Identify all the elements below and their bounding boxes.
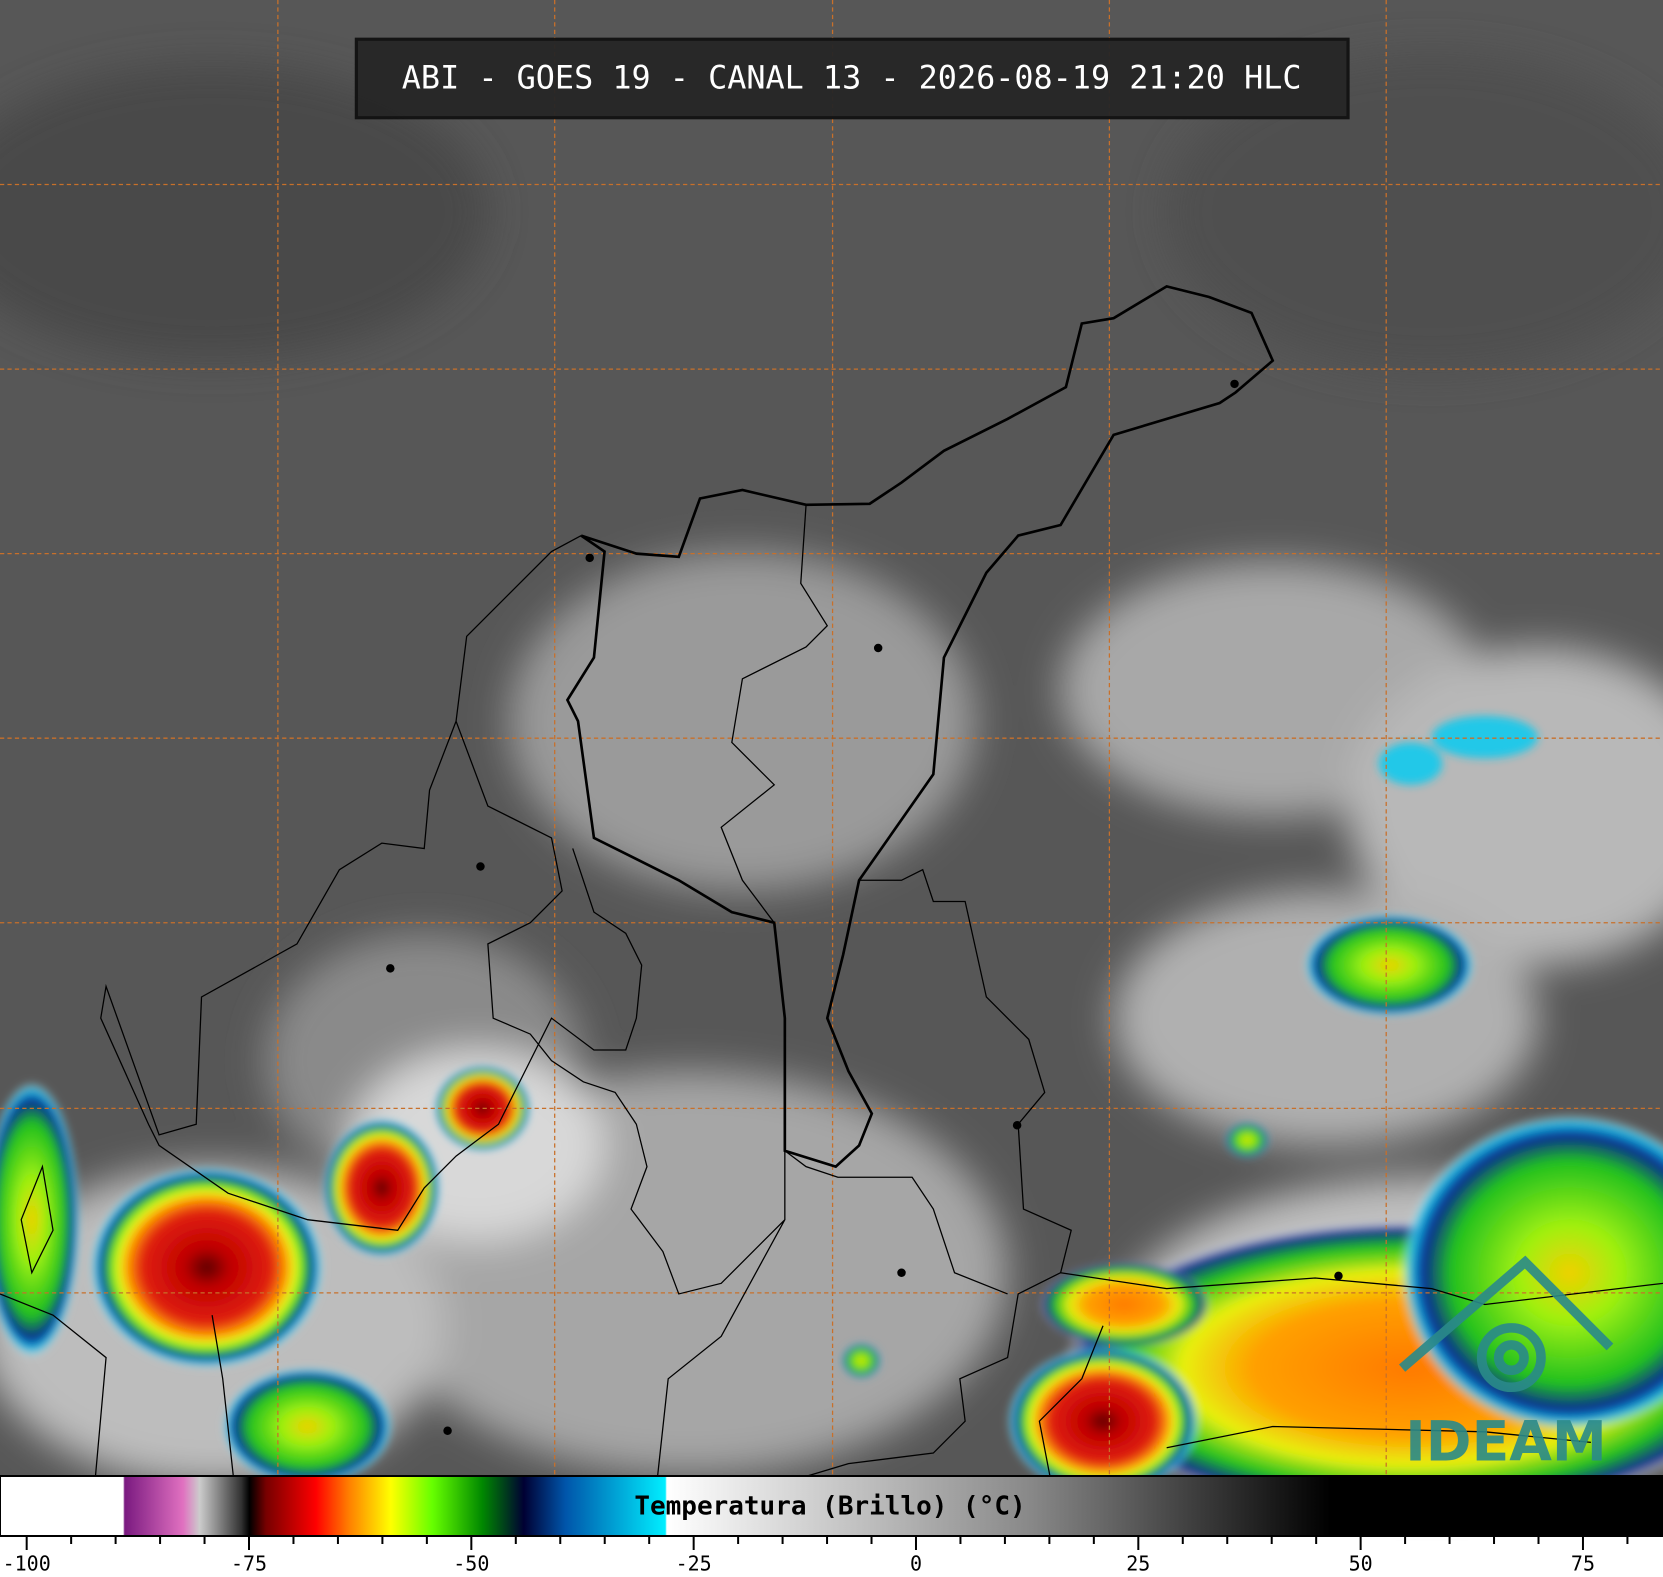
colorbar-label: Temperatura (Brillo) (°C) (634, 1492, 1025, 1522)
tick-label: -25 (676, 1552, 712, 1576)
colorbar-gradient (0, 1475, 1663, 1537)
tick-label: -50 (453, 1552, 489, 1576)
coastline (565, 284, 1275, 1169)
colorbar: Temperatura (Brillo) (°C) -100 -75 -50 -25 0… (0, 1475, 1663, 1576)
tick-label: -75 (231, 1552, 267, 1576)
tick-label: 75 (1571, 1552, 1595, 1576)
title-box: ABI - GOES 19 - CANAL 13 - 2026-08-19 21… (354, 37, 1350, 120)
tick-label: 25 (1126, 1552, 1150, 1576)
logo: IDEAM (1398, 1255, 1614, 1475)
admin-borders (0, 504, 1663, 1477)
lat-lon-grid (0, 0, 1663, 1477)
satellite-map: ABI - GOES 19 - CANAL 13 - 2026-08-19 21… (0, 0, 1663, 1517)
tick-label: 50 (1349, 1552, 1373, 1576)
logo-text: IDEAM (1405, 1411, 1607, 1475)
title: ABI - GOES 19 - CANAL 13 - 2026-08-19 21… (402, 59, 1302, 97)
tick-label: 0 (910, 1552, 922, 1576)
tick-label: -100 (3, 1552, 51, 1576)
cities (386, 379, 1343, 1435)
